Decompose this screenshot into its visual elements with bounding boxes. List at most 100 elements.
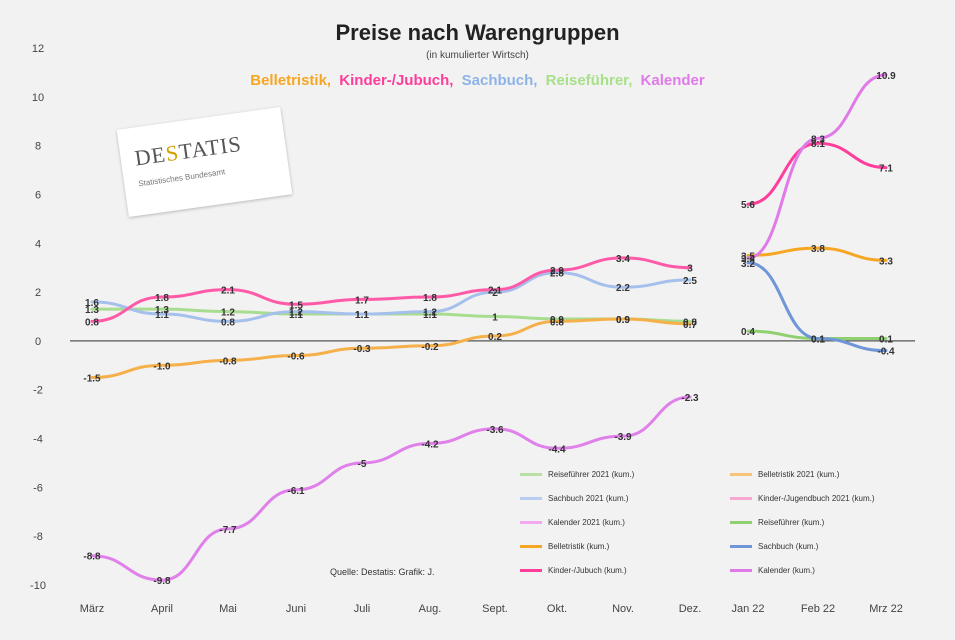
y-tick-label: 6 bbox=[35, 189, 41, 201]
data-label: 1.2 bbox=[423, 308, 437, 319]
x-tick-label: Dez. bbox=[679, 603, 702, 615]
series-header-sachbuch: Sachbuch, bbox=[461, 72, 538, 89]
logo-subtitle: Statistisches Bundesamt bbox=[137, 167, 226, 189]
data-label: -1.5 bbox=[83, 374, 101, 385]
y-tick-label: 4 bbox=[35, 238, 41, 250]
legend-item: Belletristik (kum.) bbox=[520, 542, 609, 551]
data-label: 1.7 bbox=[355, 295, 369, 306]
data-label: -0.4 bbox=[877, 347, 895, 358]
data-label: 3.8 bbox=[811, 244, 825, 255]
chart-title: Preise nach Warengruppen bbox=[335, 20, 620, 45]
series-line-3 bbox=[90, 256, 692, 323]
series-line-9 bbox=[746, 73, 888, 260]
series-header: Belletristik, Kinder-/Jubuch, Sachbuch, … bbox=[0, 72, 955, 89]
legend-swatch bbox=[730, 473, 752, 476]
data-label: -5 bbox=[358, 459, 367, 470]
legend-swatch bbox=[520, 545, 542, 548]
legend-swatch bbox=[730, 521, 752, 524]
x-tick-label: Mrz 22 bbox=[869, 603, 903, 615]
data-label: 8.1 bbox=[811, 139, 825, 150]
legend-swatch bbox=[730, 545, 752, 548]
data-label: 3.5 bbox=[741, 251, 755, 262]
y-tick-label: -6 bbox=[33, 482, 43, 494]
logo-wordmark: DESTATIS bbox=[133, 130, 244, 171]
x-tick-label: Juni bbox=[286, 603, 306, 615]
data-label: -0.2 bbox=[421, 342, 439, 353]
data-label: 1.5 bbox=[289, 300, 303, 311]
series-line-8 bbox=[746, 141, 888, 206]
x-tick-label: März bbox=[80, 603, 104, 615]
legend-swatch bbox=[520, 569, 542, 572]
data-label: -3.6 bbox=[486, 425, 504, 436]
legend-swatch bbox=[730, 569, 752, 572]
series-header-kalender: Kalender bbox=[640, 72, 705, 89]
data-label: 0.7 bbox=[683, 320, 697, 331]
legend-item: Kalender 2021 (kum.) bbox=[520, 518, 625, 527]
y-tick-label: 0 bbox=[35, 336, 41, 348]
data-label: -6.1 bbox=[287, 486, 305, 497]
data-label: 2 bbox=[492, 288, 498, 299]
x-tick-label: Feb 22 bbox=[801, 603, 835, 615]
legend-item: Kinder-/Jubuch (kum.) bbox=[520, 566, 627, 575]
data-label: -0.6 bbox=[287, 352, 305, 363]
series-header-kinderbuch: Kinder-/Jubuch, bbox=[339, 72, 454, 89]
x-tick-label: Juli bbox=[354, 603, 371, 615]
data-label: 0.9 bbox=[616, 315, 630, 326]
legend-item: Kalender (kum.) bbox=[730, 566, 815, 575]
series-line-4 bbox=[90, 395, 692, 582]
data-label: 1.1 bbox=[355, 310, 369, 321]
y-tick-label: 10 bbox=[32, 92, 44, 104]
data-label: 1.1 bbox=[355, 310, 369, 321]
data-label: 2.9 bbox=[550, 266, 564, 277]
y-tick-label: 8 bbox=[35, 141, 41, 153]
series-line-6 bbox=[746, 246, 888, 262]
source-note: Quelle: Destatis: Grafik: J. bbox=[330, 567, 435, 577]
data-label: -7.7 bbox=[219, 525, 237, 536]
legend-item: Reiseführer 2021 (kum.) bbox=[520, 470, 634, 479]
data-label: 1.8 bbox=[155, 293, 169, 304]
chart-subtitle: (in kumulierter Wirtsch) bbox=[426, 50, 529, 61]
data-label: 5.6 bbox=[741, 200, 755, 211]
data-label: 3 bbox=[687, 264, 693, 275]
data-label: 7.1 bbox=[879, 164, 893, 175]
data-label: 2.2 bbox=[616, 283, 630, 294]
data-label: -1.0 bbox=[153, 361, 171, 372]
data-label: 3.3 bbox=[879, 256, 893, 267]
data-label: 0.1 bbox=[811, 334, 825, 345]
y-tick-label: -2 bbox=[33, 385, 43, 397]
data-label: 10.9 bbox=[876, 71, 896, 82]
data-label: 1.1 bbox=[155, 310, 169, 321]
data-label: -4.4 bbox=[548, 444, 566, 455]
data-label: 0.8 bbox=[221, 317, 235, 328]
y-tick-label: 12 bbox=[32, 43, 44, 55]
x-tick-label: Sept. bbox=[482, 603, 508, 615]
y-tick-label: -10 bbox=[30, 580, 46, 592]
data-label: 2.1 bbox=[221, 286, 235, 297]
legend-swatch bbox=[520, 497, 542, 500]
y-tick-label: -8 bbox=[33, 531, 43, 543]
data-label: 1.1 bbox=[289, 310, 303, 321]
data-label: 1.3 bbox=[85, 305, 99, 316]
data-label: 0.8 bbox=[683, 317, 697, 328]
data-label: 1.6 bbox=[85, 298, 99, 309]
legend-item: Belletristik 2021 (kum.) bbox=[730, 470, 839, 479]
data-label: 0.9 bbox=[550, 315, 564, 326]
data-label: 1.2 bbox=[289, 308, 303, 319]
x-tick-label: Aug. bbox=[419, 603, 442, 615]
data-label: -2.3 bbox=[681, 393, 699, 404]
data-label: 1.3 bbox=[155, 305, 169, 316]
series-line-7 bbox=[746, 261, 888, 353]
data-label: -4.2 bbox=[421, 439, 439, 450]
legend-swatch bbox=[730, 497, 752, 500]
legend-swatch bbox=[520, 521, 542, 524]
y-tick-label: 2 bbox=[35, 287, 41, 299]
data-label: -3.9 bbox=[614, 432, 632, 443]
legend-swatch bbox=[520, 473, 542, 476]
data-label: 2.5 bbox=[683, 276, 697, 287]
legend-item: Kinder-/Jugendbuch 2021 (kum.) bbox=[730, 494, 875, 503]
y-tick-label: -4 bbox=[33, 434, 43, 446]
legend-item: Reiseführer (kum.) bbox=[730, 518, 824, 527]
data-label: 0.9 bbox=[616, 315, 630, 326]
data-label: 0.4 bbox=[741, 327, 755, 338]
